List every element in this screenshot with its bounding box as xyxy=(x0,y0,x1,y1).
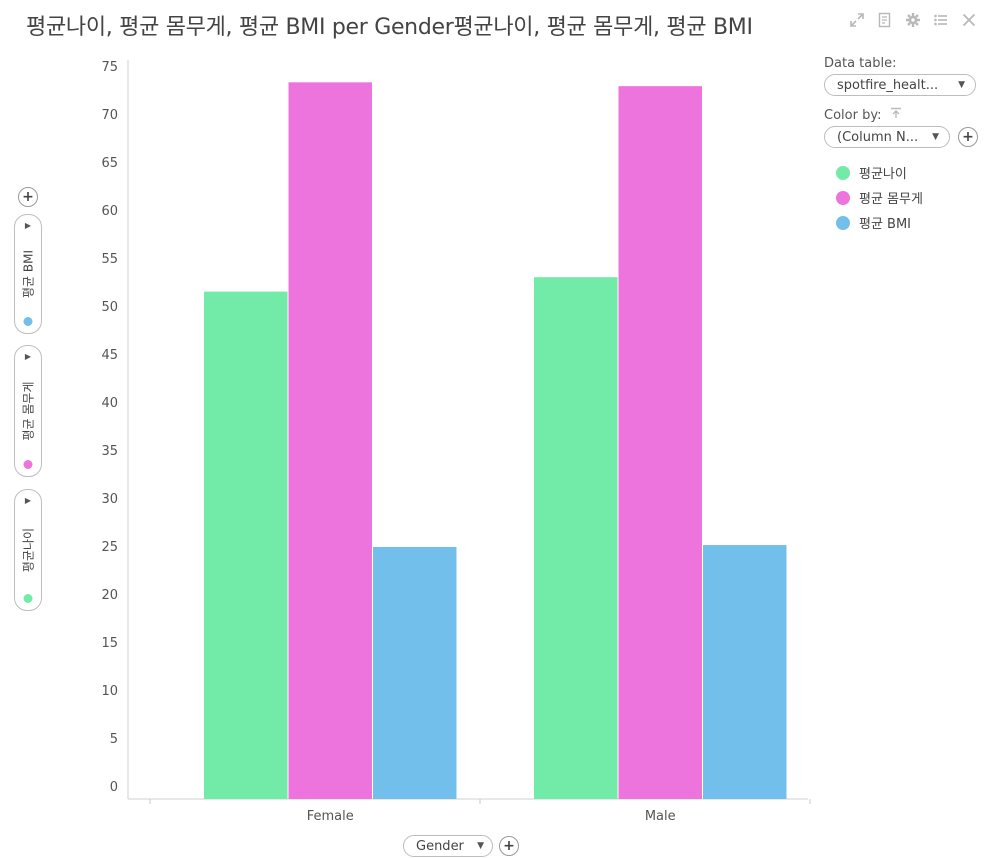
y-selector-label: 평균나이 xyxy=(21,527,36,573)
y-tick-label: 55 xyxy=(101,252,118,267)
chevron-right-icon: ▶ xyxy=(24,496,32,505)
add-x-column-button[interactable]: + xyxy=(499,836,519,856)
data-table-label: Data table: xyxy=(824,56,897,71)
legend-label: 평균나이 xyxy=(859,167,907,182)
x-tick-label: Male xyxy=(645,809,676,824)
legend-item[interactable]: 평균나이 xyxy=(824,160,999,185)
y-tick-label: 10 xyxy=(101,684,118,699)
y-selector-label: 평균 BMI xyxy=(21,249,36,299)
bar-2-female xyxy=(288,82,372,799)
y-selector-age[interactable]: ▶ 평균나이 xyxy=(14,489,42,611)
data-table-dropdown[interactable]: spotfire_healt... ▼ xyxy=(824,74,976,96)
y-tick-label: 15 xyxy=(101,636,118,651)
legend-label: 평균 몸무게 xyxy=(859,192,923,207)
x-selector-dropdown[interactable]: Gender ▼ xyxy=(403,835,493,857)
y-tick-label: 65 xyxy=(101,156,118,171)
y-tick-label: 25 xyxy=(101,540,118,555)
bar-3-male xyxy=(703,545,787,799)
legend-swatch xyxy=(836,190,850,205)
x-tick-label: Female xyxy=(307,809,354,824)
x-axis-selector: Gender ▼ + xyxy=(403,835,519,857)
settings-icon[interactable] xyxy=(904,12,922,30)
bar-3-female xyxy=(373,546,457,799)
color-by-value: (Column N... xyxy=(837,129,919,145)
y-tick-label: 50 xyxy=(101,300,118,315)
chevron-down-icon: ▼ xyxy=(958,80,965,90)
color-dot-icon xyxy=(23,317,33,326)
y-tick-label: 60 xyxy=(101,204,118,219)
bar-1-female xyxy=(204,291,288,799)
data-table-value: spotfire_healt... xyxy=(837,77,939,93)
legend-item[interactable]: 평균 몸무게 xyxy=(824,185,999,210)
chevron-down-icon: ▼ xyxy=(932,132,939,142)
y-tick-label: 40 xyxy=(101,396,118,411)
y-tick-label: 20 xyxy=(101,588,118,603)
legend-item[interactable]: 평균 BMI xyxy=(824,210,999,235)
y-selector-label: 평균 몸무게 xyxy=(21,381,36,441)
export-icon[interactable] xyxy=(876,12,894,30)
maximize-icon[interactable] xyxy=(848,12,866,30)
visualization-title: 평균나이, 평균 몸무게, 평균 BMI per Gender평균나이, 평균 … xyxy=(26,15,753,40)
close-icon[interactable] xyxy=(960,12,978,30)
y-tick-label: 0 xyxy=(110,780,118,795)
chevron-right-icon: ▶ xyxy=(24,221,32,230)
legend-list-icon[interactable] xyxy=(932,12,950,30)
sort-up-icon[interactable] xyxy=(889,107,903,123)
color-dot-icon xyxy=(23,594,33,603)
y-selector-weight[interactable]: ▶ 평균 몸무게 xyxy=(14,345,42,477)
color-dot-icon xyxy=(23,460,33,469)
add-y-column-button[interactable]: + xyxy=(18,187,38,207)
bar-2-male xyxy=(618,86,702,799)
y-tick-label: 30 xyxy=(101,492,118,507)
legend-panel: Data table: spotfire_healt... ▼ Color by… xyxy=(824,56,999,235)
y-tick-label: 45 xyxy=(101,348,118,363)
legend-swatch xyxy=(836,165,850,180)
add-color-column-button[interactable]: + xyxy=(958,127,978,147)
y-tick-label: 35 xyxy=(101,444,118,459)
chevron-down-icon: ▼ xyxy=(477,841,484,851)
x-selector-label: Gender xyxy=(416,838,464,854)
y-tick-label: 5 xyxy=(110,732,118,747)
legend-label: 평균 BMI xyxy=(859,217,912,232)
bar-1-male xyxy=(534,277,618,799)
y-selector-bmi[interactable]: ▶ 평균 BMI xyxy=(14,214,42,334)
color-by-dropdown[interactable]: (Column N... ▼ xyxy=(824,126,950,148)
y-tick-label: 70 xyxy=(101,108,118,123)
color-by-label: Color by: xyxy=(824,107,882,123)
y-tick-label: 75 xyxy=(101,60,118,75)
legend-swatch xyxy=(836,215,850,230)
chevron-right-icon: ▶ xyxy=(24,352,32,361)
visualization-toolbar xyxy=(848,12,978,30)
